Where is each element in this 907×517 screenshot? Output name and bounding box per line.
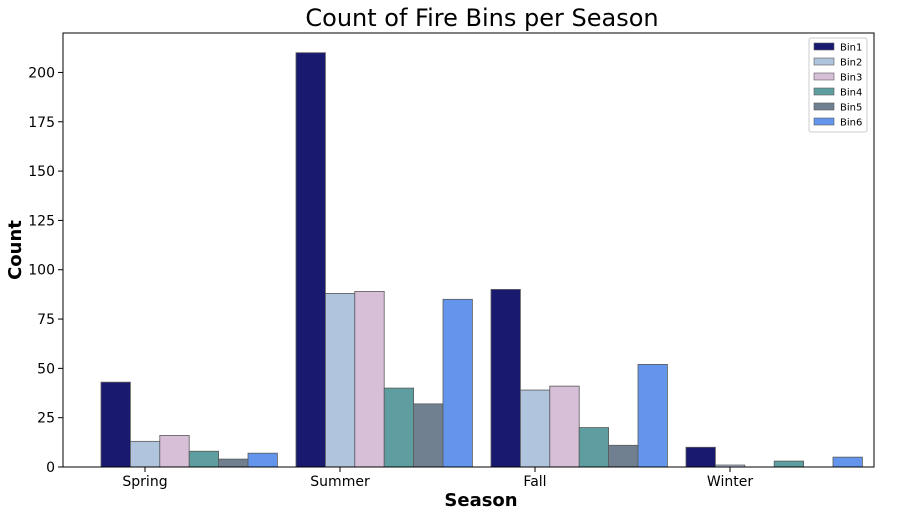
y-axis: 0 25 50 75 100 125 150 175 200: [28, 65, 63, 476]
bar-bin4-summer: [383, 387, 415, 468]
bar-bin1-fall: [490, 289, 521, 468]
bar-bin1-spring: [100, 381, 131, 468]
y-tick-label: 200: [28, 65, 55, 81]
y-tick-label: 50: [37, 361, 55, 377]
bar-bin6-summer: [442, 298, 473, 468]
y-axis-label: Count: [5, 220, 26, 280]
bar-bin3-summer: [354, 291, 385, 468]
legend-label-bin5: Bin5: [840, 103, 862, 114]
legend: Bin1 Bin2 Bin3 Bin4 Bin5 Bin6: [808, 37, 868, 133]
legend-label-bin3: Bin3: [840, 73, 862, 84]
bar-bin5-spring: [218, 458, 249, 468]
y-tick-label: 100: [28, 263, 55, 279]
x-axis-label: Season: [444, 490, 517, 511]
bar-bin5-fall: [608, 444, 639, 468]
y-tick-label: 0: [46, 460, 55, 476]
bar-bin6-spring: [247, 452, 278, 468]
x-tick-label-winter: Winter: [707, 474, 753, 490]
legend-swatch-bin3: [813, 72, 835, 81]
x-tick-label-spring: Spring: [122, 474, 167, 490]
bar-bin3-spring: [159, 435, 190, 468]
legend-label-bin6: Bin6: [840, 118, 862, 129]
bar-bin2-spring: [129, 440, 161, 468]
bar-bin1-summer: [295, 52, 326, 468]
bar-bin2-fall: [520, 389, 551, 468]
legend-swatch-bin4: [813, 87, 835, 96]
x-axis: Spring Summer Fall Winter: [122, 467, 753, 490]
bar-bin4-spring: [188, 450, 219, 468]
y-tick-label: 75: [37, 312, 55, 328]
bars-group: [100, 52, 863, 468]
y-tick-label: 25: [37, 411, 55, 427]
legend-label-bin1: Bin1: [840, 43, 862, 54]
y-tick-label: 175: [28, 115, 55, 131]
y-tick-label: 125: [28, 213, 55, 229]
bar-bin4-fall: [578, 427, 610, 468]
bar-bin3-fall: [549, 385, 580, 468]
plot-area-frame: [62, 32, 875, 468]
legend-swatch-bin2: [813, 57, 835, 66]
x-tick-label-fall: Fall: [523, 474, 546, 490]
bar-bin1-winter: [685, 446, 716, 468]
bar-bin5-summer: [413, 403, 444, 468]
legend-swatch-bin6: [813, 117, 835, 126]
bar-bin6-fall: [637, 364, 668, 468]
legend-label-bin4: Bin4: [840, 88, 862, 99]
y-tick-label: 150: [28, 164, 55, 180]
bar-bin6-winter: [832, 456, 863, 468]
legend-swatch-bin1: [813, 42, 835, 51]
legend-swatch-bin5: [813, 102, 835, 111]
legend-label-bin2: Bin2: [840, 58, 862, 69]
chart-title: Count of Fire Bins per Season: [305, 4, 658, 32]
bar-bin2-summer: [324, 292, 356, 468]
x-tick-label-summer: Summer: [310, 474, 370, 490]
bar-bin4-winter: [773, 460, 805, 468]
